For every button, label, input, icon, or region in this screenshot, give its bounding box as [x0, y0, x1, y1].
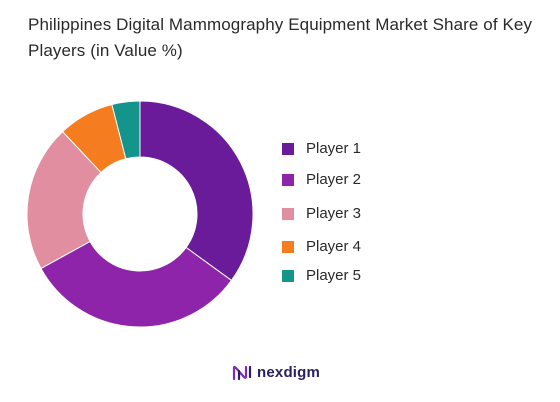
legend-item-3: Player 3: [282, 205, 361, 222]
legend-label-4: Player 4: [306, 238, 362, 255]
legend-item-5: Player 5: [282, 267, 361, 284]
legend-label-1: Player 1: [306, 140, 362, 157]
legend-swatch-3: [282, 207, 294, 220]
legend-item-2: Player 2: [282, 171, 361, 188]
legend-item-1: Player 1: [282, 140, 361, 157]
legend-swatch-4: [282, 240, 294, 253]
legend-label-5: Player 5: [306, 267, 362, 284]
legend-swatch-1: [282, 142, 294, 155]
donut-slice-1: [139, 100, 254, 282]
donut-slice-2: [40, 240, 233, 328]
legend-swatch-2: [282, 173, 294, 186]
legend-item-4: Player 4: [282, 238, 361, 255]
brand-logo: nexdigm: [232, 364, 320, 381]
donut-slice-3: [26, 130, 102, 270]
legend-swatch-5: [282, 269, 294, 282]
nexdigm-logo-icon: [232, 365, 252, 380]
chart-title: Philippines Digital Mammography Equipmen…: [28, 15, 533, 60]
donut-slice-5: [111, 100, 141, 160]
brand-name: nexdigm: [257, 364, 321, 381]
legend-label-3: Player 3: [306, 205, 362, 222]
legend-label-2: Player 2: [306, 171, 362, 188]
